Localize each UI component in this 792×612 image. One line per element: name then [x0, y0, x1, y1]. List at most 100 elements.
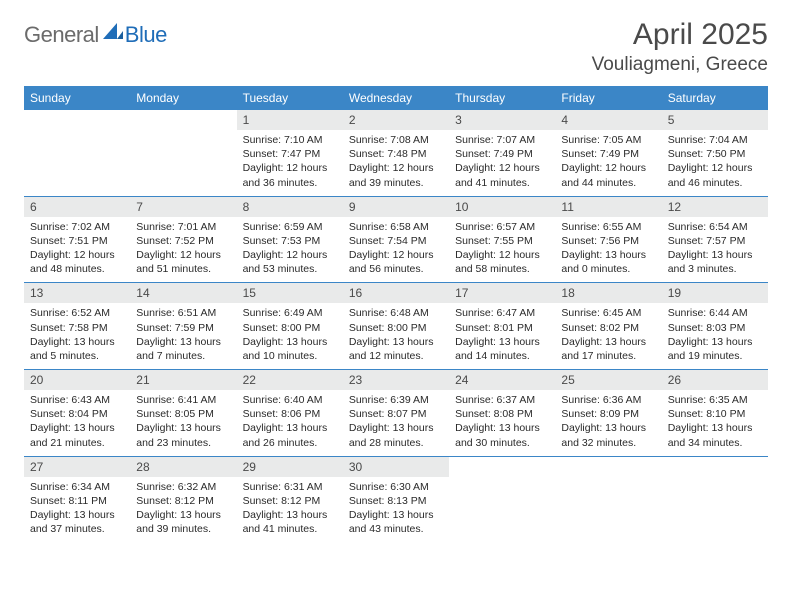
weekday-header: Monday: [130, 86, 236, 110]
day-details: Sunrise: 6:48 AMSunset: 8:00 PMDaylight:…: [343, 303, 449, 369]
calendar-day-cell: 26Sunrise: 6:35 AMSunset: 8:10 PMDayligh…: [662, 370, 768, 457]
calendar-day-cell: 5Sunrise: 7:04 AMSunset: 7:50 PMDaylight…: [662, 110, 768, 196]
day-details: Sunrise: 6:37 AMSunset: 8:08 PMDaylight:…: [449, 390, 555, 456]
calendar-body: 1Sunrise: 7:10 AMSunset: 7:47 PMDaylight…: [24, 110, 768, 542]
calendar-day-cell: 7Sunrise: 7:01 AMSunset: 7:52 PMDaylight…: [130, 196, 236, 283]
day-details: Sunrise: 6:44 AMSunset: 8:03 PMDaylight:…: [662, 303, 768, 369]
weekday-header: Tuesday: [237, 86, 343, 110]
day-number: 12: [662, 197, 768, 217]
day-number: 18: [555, 283, 661, 303]
weekday-header: Thursday: [449, 86, 555, 110]
calendar-day-cell: 1Sunrise: 7:10 AMSunset: 7:47 PMDaylight…: [237, 110, 343, 196]
day-number: 5: [662, 110, 768, 130]
logo-general-text: General: [24, 22, 99, 48]
day-details: Sunrise: 6:31 AMSunset: 8:12 PMDaylight:…: [237, 477, 343, 543]
calendar-day-cell: 16Sunrise: 6:48 AMSunset: 8:00 PMDayligh…: [343, 283, 449, 370]
day-number: 19: [662, 283, 768, 303]
day-details: Sunrise: 7:04 AMSunset: 7:50 PMDaylight:…: [662, 130, 768, 196]
calendar-day-cell: 11Sunrise: 6:55 AMSunset: 7:56 PMDayligh…: [555, 196, 661, 283]
day-number: 14: [130, 283, 236, 303]
day-number: 24: [449, 370, 555, 390]
day-details: Sunrise: 6:43 AMSunset: 8:04 PMDaylight:…: [24, 390, 130, 456]
header: General Blue April 2025 Vouliagmeni, Gre…: [24, 18, 768, 76]
calendar-day-cell: 12Sunrise: 6:54 AMSunset: 7:57 PMDayligh…: [662, 196, 768, 283]
day-details: Sunrise: 7:01 AMSunset: 7:52 PMDaylight:…: [130, 217, 236, 283]
day-number: 1: [237, 110, 343, 130]
calendar-week-row: 1Sunrise: 7:10 AMSunset: 7:47 PMDaylight…: [24, 110, 768, 196]
calendar-day-cell: 18Sunrise: 6:45 AMSunset: 8:02 PMDayligh…: [555, 283, 661, 370]
day-number: 13: [24, 283, 130, 303]
day-details: Sunrise: 6:47 AMSunset: 8:01 PMDaylight:…: [449, 303, 555, 369]
day-number: 15: [237, 283, 343, 303]
day-details: Sunrise: 6:54 AMSunset: 7:57 PMDaylight:…: [662, 217, 768, 283]
day-number: 20: [24, 370, 130, 390]
day-number: 11: [555, 197, 661, 217]
calendar-day-cell: 29Sunrise: 6:31 AMSunset: 8:12 PMDayligh…: [237, 456, 343, 542]
calendar-day-cell: 6Sunrise: 7:02 AMSunset: 7:51 PMDaylight…: [24, 196, 130, 283]
day-number: 23: [343, 370, 449, 390]
day-details: Sunrise: 6:51 AMSunset: 7:59 PMDaylight:…: [130, 303, 236, 369]
calendar-day-cell: 25Sunrise: 6:36 AMSunset: 8:09 PMDayligh…: [555, 370, 661, 457]
weekday-header: Wednesday: [343, 86, 449, 110]
calendar-day-cell: 24Sunrise: 6:37 AMSunset: 8:08 PMDayligh…: [449, 370, 555, 457]
day-details: Sunrise: 6:30 AMSunset: 8:13 PMDaylight:…: [343, 477, 449, 543]
logo-triangle-icon: [103, 23, 123, 39]
day-details: Sunrise: 6:57 AMSunset: 7:55 PMDaylight:…: [449, 217, 555, 283]
day-number: 22: [237, 370, 343, 390]
calendar-week-row: 27Sunrise: 6:34 AMSunset: 8:11 PMDayligh…: [24, 456, 768, 542]
day-number: 8: [237, 197, 343, 217]
day-number: 30: [343, 457, 449, 477]
calendar-day-cell: 27Sunrise: 6:34 AMSunset: 8:11 PMDayligh…: [24, 456, 130, 542]
calendar-day-cell: 30Sunrise: 6:30 AMSunset: 8:13 PMDayligh…: [343, 456, 449, 542]
month-title: April 2025: [592, 18, 768, 52]
calendar-day-cell: 9Sunrise: 6:58 AMSunset: 7:54 PMDaylight…: [343, 196, 449, 283]
calendar-day-cell: 17Sunrise: 6:47 AMSunset: 8:01 PMDayligh…: [449, 283, 555, 370]
day-number: 4: [555, 110, 661, 130]
day-number: 16: [343, 283, 449, 303]
day-details: Sunrise: 7:07 AMSunset: 7:49 PMDaylight:…: [449, 130, 555, 196]
day-number: 25: [555, 370, 661, 390]
logo: General Blue: [24, 22, 167, 48]
day-details: Sunrise: 7:05 AMSunset: 7:49 PMDaylight:…: [555, 130, 661, 196]
calendar-day-cell: [24, 110, 130, 196]
day-details: Sunrise: 6:58 AMSunset: 7:54 PMDaylight:…: [343, 217, 449, 283]
location: Vouliagmeni, Greece: [592, 54, 768, 76]
calendar-day-cell: 14Sunrise: 6:51 AMSunset: 7:59 PMDayligh…: [130, 283, 236, 370]
weekday-header: Saturday: [662, 86, 768, 110]
day-number: 27: [24, 457, 130, 477]
calendar-day-cell: 3Sunrise: 7:07 AMSunset: 7:49 PMDaylight…: [449, 110, 555, 196]
calendar-day-cell: [662, 456, 768, 542]
weekday-header: Friday: [555, 86, 661, 110]
day-details: Sunrise: 6:34 AMSunset: 8:11 PMDaylight:…: [24, 477, 130, 543]
calendar-day-cell: 10Sunrise: 6:57 AMSunset: 7:55 PMDayligh…: [449, 196, 555, 283]
calendar-day-cell: 4Sunrise: 7:05 AMSunset: 7:49 PMDaylight…: [555, 110, 661, 196]
calendar-day-cell: 2Sunrise: 7:08 AMSunset: 7:48 PMDaylight…: [343, 110, 449, 196]
day-number: 29: [237, 457, 343, 477]
calendar-week-row: 13Sunrise: 6:52 AMSunset: 7:58 PMDayligh…: [24, 283, 768, 370]
calendar-day-cell: 20Sunrise: 6:43 AMSunset: 8:04 PMDayligh…: [24, 370, 130, 457]
day-details: Sunrise: 6:39 AMSunset: 8:07 PMDaylight:…: [343, 390, 449, 456]
calendar-day-cell: 21Sunrise: 6:41 AMSunset: 8:05 PMDayligh…: [130, 370, 236, 457]
day-details: Sunrise: 6:55 AMSunset: 7:56 PMDaylight:…: [555, 217, 661, 283]
calendar-day-cell: 23Sunrise: 6:39 AMSunset: 8:07 PMDayligh…: [343, 370, 449, 457]
calendar-day-cell: [449, 456, 555, 542]
day-details: Sunrise: 6:35 AMSunset: 8:10 PMDaylight:…: [662, 390, 768, 456]
day-number: 2: [343, 110, 449, 130]
day-number: 28: [130, 457, 236, 477]
day-number: 26: [662, 370, 768, 390]
day-number: 17: [449, 283, 555, 303]
calendar-day-cell: 13Sunrise: 6:52 AMSunset: 7:58 PMDayligh…: [24, 283, 130, 370]
day-details: Sunrise: 7:10 AMSunset: 7:47 PMDaylight:…: [237, 130, 343, 196]
weekday-header: Sunday: [24, 86, 130, 110]
calendar-day-cell: 22Sunrise: 6:40 AMSunset: 8:06 PMDayligh…: [237, 370, 343, 457]
day-details: Sunrise: 6:52 AMSunset: 7:58 PMDaylight:…: [24, 303, 130, 369]
title-block: April 2025 Vouliagmeni, Greece: [592, 18, 768, 76]
day-details: Sunrise: 6:40 AMSunset: 8:06 PMDaylight:…: [237, 390, 343, 456]
calendar-day-cell: 19Sunrise: 6:44 AMSunset: 8:03 PMDayligh…: [662, 283, 768, 370]
day-details: Sunrise: 6:36 AMSunset: 8:09 PMDaylight:…: [555, 390, 661, 456]
calendar-week-row: 6Sunrise: 7:02 AMSunset: 7:51 PMDaylight…: [24, 196, 768, 283]
day-number: 10: [449, 197, 555, 217]
day-details: Sunrise: 6:45 AMSunset: 8:02 PMDaylight:…: [555, 303, 661, 369]
day-details: Sunrise: 6:41 AMSunset: 8:05 PMDaylight:…: [130, 390, 236, 456]
day-number: 7: [130, 197, 236, 217]
